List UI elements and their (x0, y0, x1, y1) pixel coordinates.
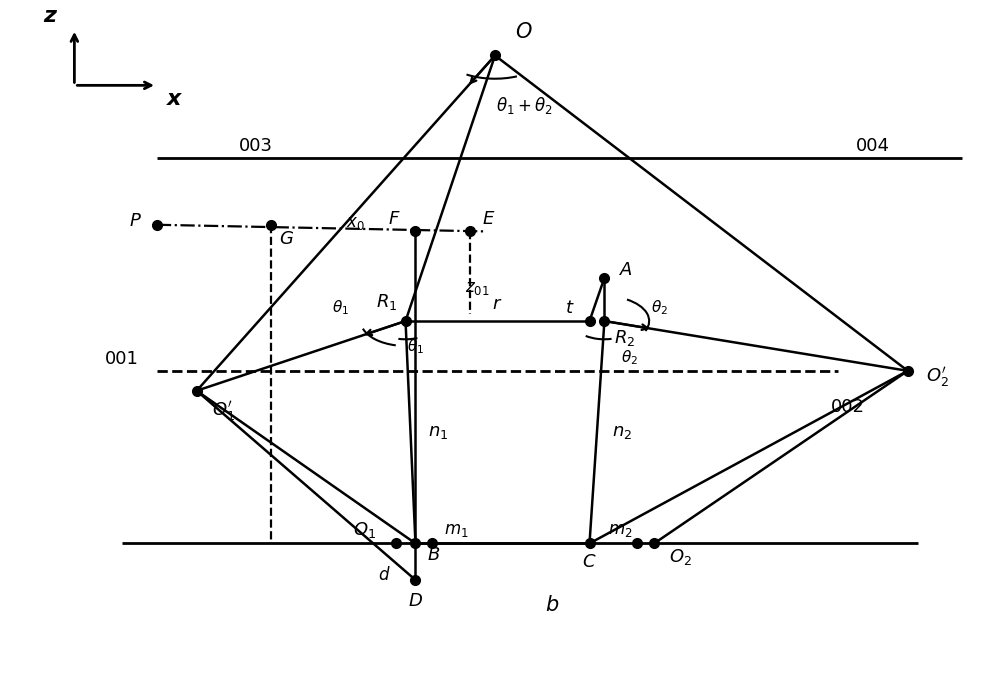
Text: 004: 004 (856, 137, 890, 155)
Text: $O$: $O$ (515, 22, 533, 42)
Text: $z_{01}$: $z_{01}$ (465, 279, 490, 297)
Text: $O_1'$: $O_1'$ (212, 399, 235, 422)
Text: $G$: $G$ (279, 230, 294, 249)
Text: $F$: $F$ (388, 210, 401, 228)
Text: $O_1$: $O_1$ (353, 520, 376, 540)
Text: $t$: $t$ (565, 299, 575, 317)
Text: $D$: $D$ (408, 592, 423, 610)
Text: $\theta_1+\theta_2$: $\theta_1+\theta_2$ (496, 95, 553, 115)
Text: $r$: $r$ (492, 295, 503, 314)
Text: $x_0$: $x_0$ (346, 215, 365, 232)
Text: $O_2$: $O_2$ (669, 547, 692, 567)
Text: $n_2$: $n_2$ (612, 423, 632, 441)
Text: $E$: $E$ (482, 210, 495, 228)
Text: 003: 003 (239, 137, 273, 155)
Text: $m_1$: $m_1$ (444, 521, 469, 539)
Text: $P$: $P$ (129, 213, 142, 230)
Text: x: x (167, 89, 181, 109)
Text: $B$: $B$ (427, 547, 440, 564)
Text: $d$: $d$ (378, 566, 391, 584)
Text: $b$: $b$ (545, 595, 559, 615)
Text: $\theta_2$: $\theta_2$ (621, 348, 638, 367)
Text: $C$: $C$ (582, 553, 597, 571)
Text: $A$: $A$ (619, 261, 633, 279)
Text: $n_1$: $n_1$ (428, 423, 448, 441)
Text: $\theta_1$: $\theta_1$ (407, 337, 424, 356)
Text: 002: 002 (831, 399, 865, 416)
Text: 001: 001 (105, 350, 139, 368)
Text: $R_2$: $R_2$ (614, 328, 636, 348)
Text: $\theta_2$: $\theta_2$ (651, 298, 668, 317)
Text: z: z (43, 5, 56, 26)
Text: $R_1$: $R_1$ (376, 293, 398, 312)
Text: $m_2$: $m_2$ (608, 521, 632, 539)
Text: $\theta_1$: $\theta_1$ (332, 298, 349, 317)
Text: $O_2'$: $O_2'$ (926, 365, 949, 390)
